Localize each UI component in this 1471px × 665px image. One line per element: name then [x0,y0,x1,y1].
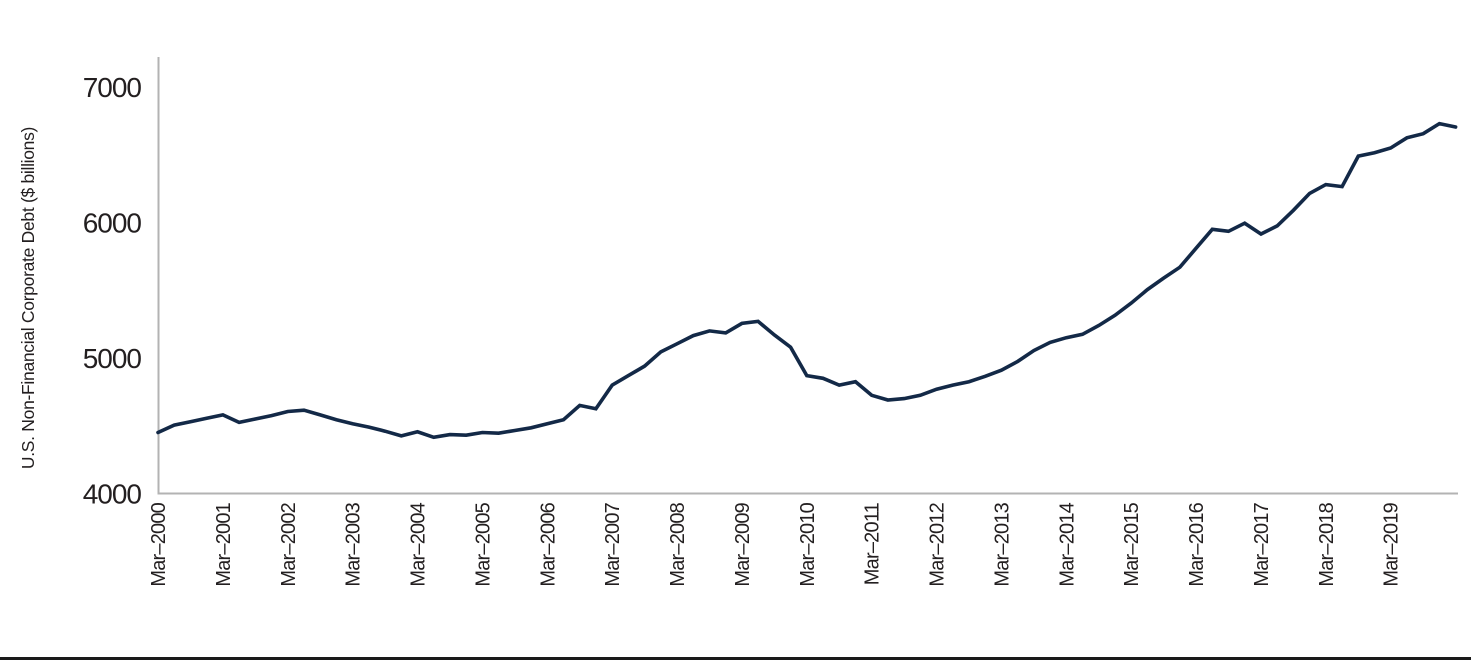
x-tick-labels: Mar–2000 Mar–2001 Mar–2002 Mar–2003 Mar–2004… [148,502,1403,586]
x-tick-label: Mar–2019 [1381,502,1403,586]
x-tick-label: Mar–2015 [1121,502,1143,586]
x-tick-label: Mar–2000 [148,502,170,586]
x-tick-label: Mar–2007 [602,502,624,586]
x-tick-label: Mar–2017 [1251,502,1273,586]
y-tick-label: 4000 [83,479,142,510]
y-tick-label: 7000 [83,72,142,103]
data-series [156,121,1458,440]
x-tick-label: Mar–2011 [862,502,884,585]
y-tick-labels: 4000 5000 6000 7000 [83,72,143,510]
x-tick-label: Mar–2013 [991,502,1013,586]
y-axis-title: U.S. Non-Financial Corporate Debt ($ bil… [18,127,38,469]
x-tick-label: Mar–2018 [1316,502,1338,586]
x-tick-label: Mar–2012 [927,502,949,586]
x-tick-label: Mar–2001 [213,502,235,586]
x-tick-label: Mar–2016 [1186,502,1208,586]
axes [157,57,1458,495]
debt-line [156,121,1458,440]
x-tick-label: Mar–2009 [732,502,754,586]
x-tick-label: Mar–2003 [343,502,365,586]
x-tick-label: Mar–2014 [1056,502,1078,586]
x-tick-label: Mar–2006 [537,502,559,586]
x-tick-label: Mar–2005 [472,502,494,586]
x-tick-label: Mar–2010 [797,502,819,586]
x-tick-label: Mar–2004 [408,502,430,586]
x-tick-label: Mar–2002 [278,502,300,586]
y-tick-label: 5000 [83,343,142,374]
y-tick-label: 6000 [83,208,142,239]
bottom-divider [0,657,1471,660]
x-tick-label: Mar–2008 [667,502,689,586]
